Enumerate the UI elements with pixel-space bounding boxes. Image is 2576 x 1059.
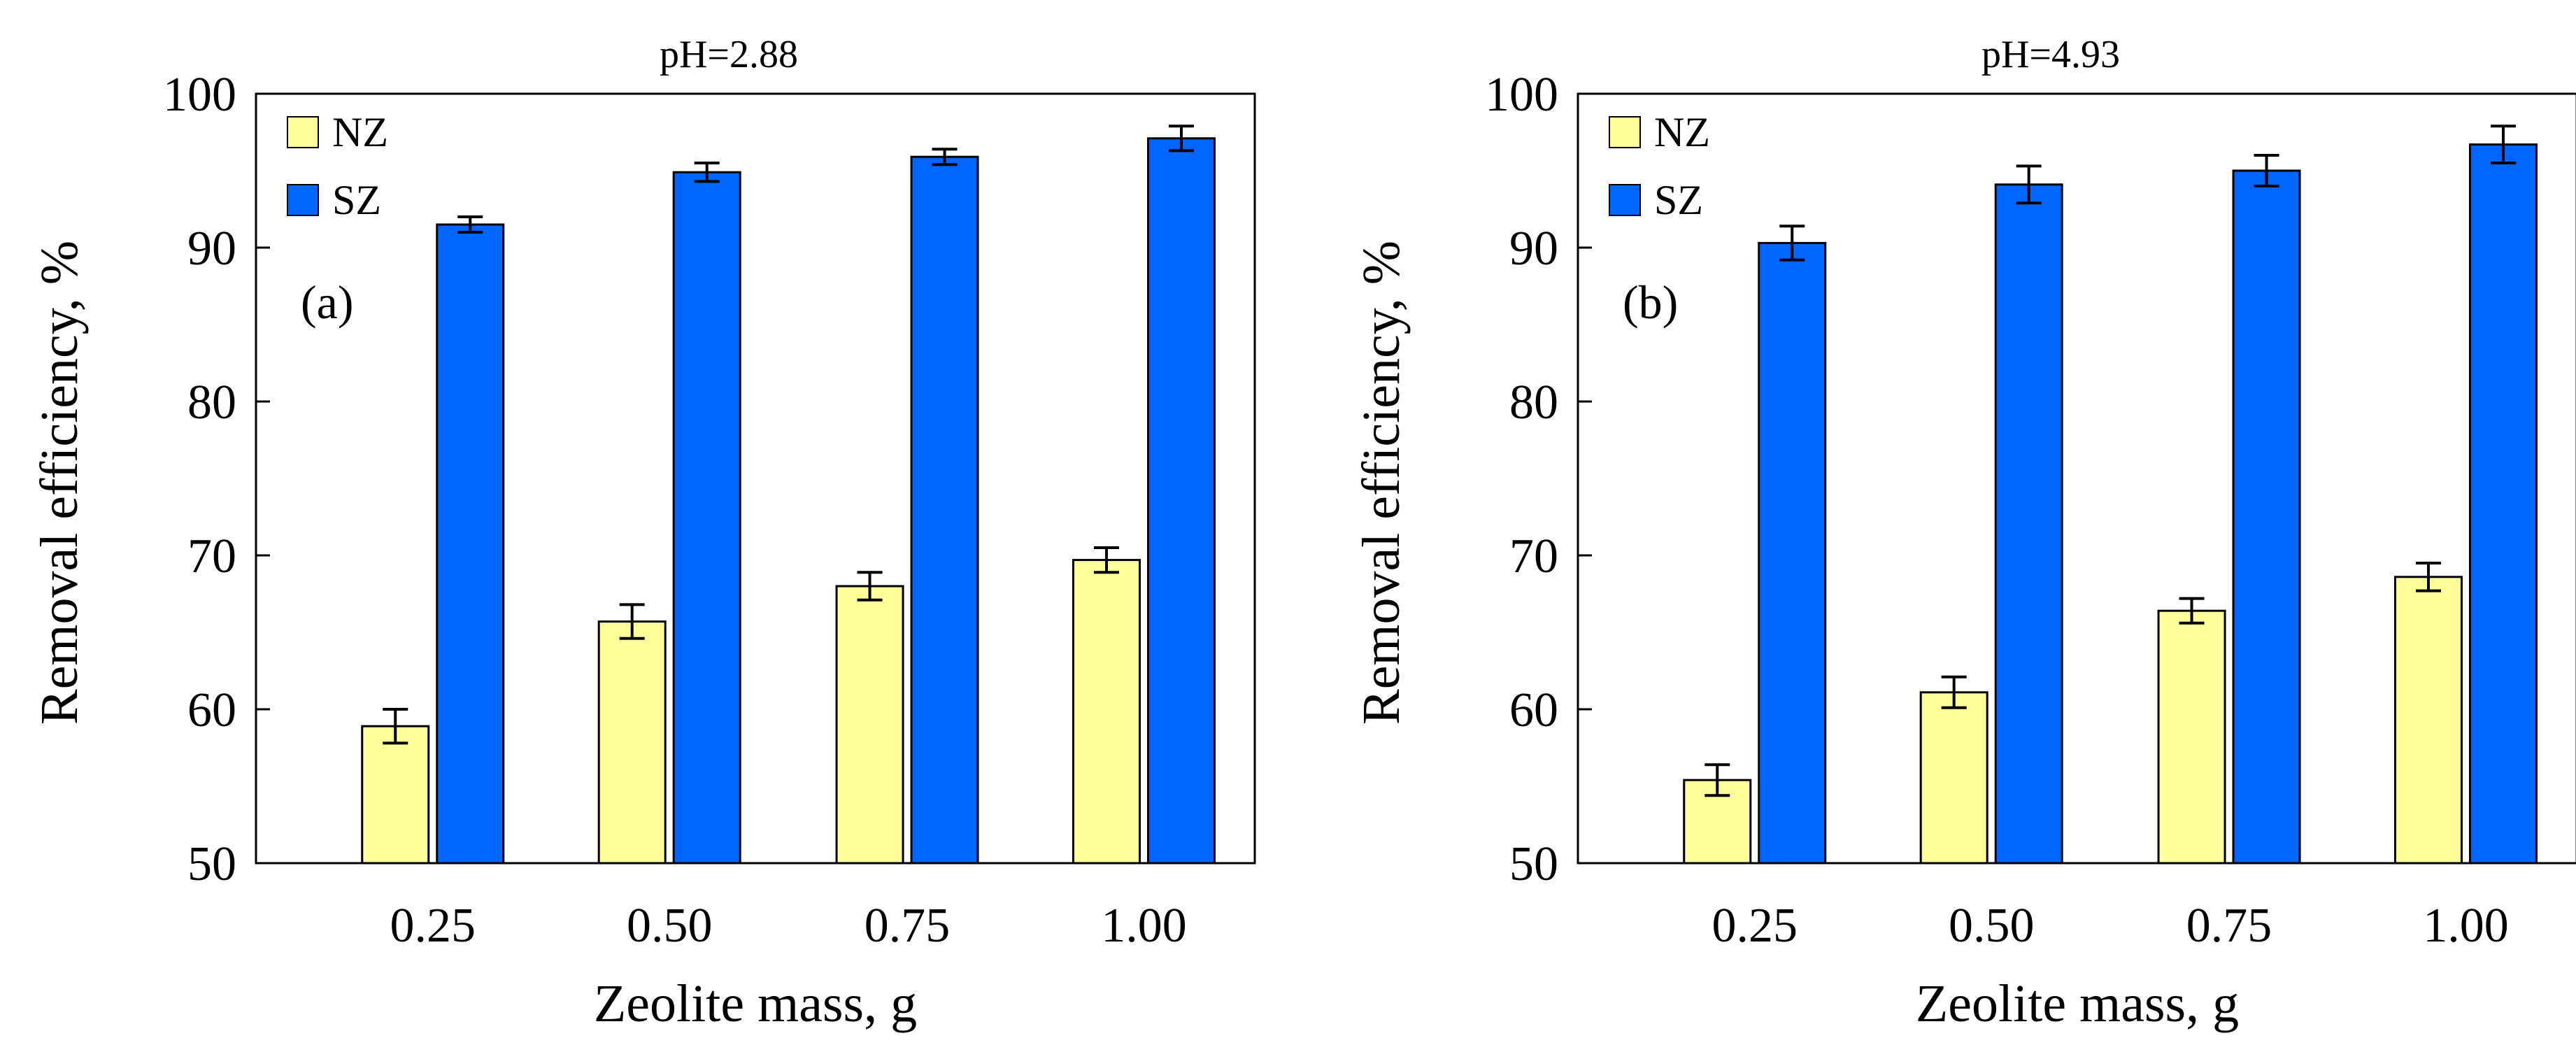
bar-nz-0.75 (835, 585, 904, 865)
bar-nz-0.25 (361, 725, 430, 865)
bar-nz-0.75 (2157, 609, 2226, 865)
panel-label: (a) (301, 276, 353, 329)
chart-panel-a: pH=2.88 50 60 70 80 90 100 0.25 0.50 0.75 1.00 (… (30, 33, 1256, 1033)
y-tick-label: 100 (163, 68, 236, 122)
y-tick-label: 90 (1509, 222, 1558, 276)
x-tick-label: 0.25 (390, 899, 476, 953)
y-tick-label: 80 (187, 376, 236, 429)
x-axis-label: Zeolite mass, g (594, 974, 917, 1033)
x-axis-label: Zeolite mass, g (1916, 974, 2239, 1033)
y-axis-label: Removal efficiency, % (30, 241, 89, 725)
legend-swatch-sz (287, 184, 319, 216)
bar-sz-0.50 (1994, 183, 2063, 865)
plot-frame (1577, 92, 2576, 865)
x-axis-ticks: 0.25 0.50 0.75 1.00 (390, 899, 1187, 953)
y-tick-label: 50 (1509, 837, 1558, 891)
y-tick-label: 80 (1509, 376, 1558, 429)
bars (1683, 125, 2538, 865)
chart-title: pH=4.93 (1981, 33, 2120, 76)
legend-swatch-nz (287, 116, 319, 148)
legend-swatch-nz (1609, 116, 1641, 148)
legend-label-nz: NZ (1654, 109, 1710, 155)
legend-swatch-sz (1609, 184, 1641, 216)
bar-sz-0.50 (672, 171, 741, 865)
plot-frame (255, 92, 1256, 865)
bar-sz-1.00 (1146, 137, 1216, 865)
y-tick-label: 60 (187, 683, 236, 737)
bar-nz-0.50 (597, 620, 667, 865)
bar-sz-0.25 (1758, 241, 1827, 865)
legend-label-nz: NZ (332, 109, 388, 155)
panel-label: (b) (1623, 276, 1678, 329)
x-tick-label: 0.75 (864, 899, 951, 953)
bars (361, 125, 1216, 865)
bar-sz-1.00 (2468, 143, 2538, 865)
x-tick-label: 0.75 (2186, 899, 2272, 953)
y-tick-label: 100 (1485, 68, 1558, 122)
legend-label-sz: SZ (332, 177, 381, 223)
bar-nz-0.50 (1919, 691, 1988, 865)
x-tick-label: 1.00 (2423, 899, 2509, 953)
bar-nz-1.00 (1072, 559, 1141, 865)
legend-label-sz: SZ (1654, 177, 1703, 223)
x-tick-label: 0.25 (1712, 899, 1798, 953)
y-tick-label: 50 (187, 837, 236, 891)
x-tick-label: 0.50 (1949, 899, 2035, 953)
x-axis-ticks: 0.25 0.50 0.75 1.00 (1712, 899, 2509, 953)
x-tick-label: 0.50 (627, 899, 713, 953)
chart-panel-b: pH=4.93 50 60 70 80 90 100 0.25 0.50 0.75 1.00 (… (1352, 33, 2576, 1033)
y-tick-label: 70 (187, 530, 236, 583)
y-tick-label: 70 (1509, 530, 1558, 583)
y-tick-label: 60 (1509, 683, 1558, 737)
y-axis-ticks: 50 60 70 80 90 100 (163, 68, 270, 891)
legend: NZ SZ (287, 109, 388, 223)
chart-title: pH=2.88 (660, 33, 798, 76)
bar-sz-0.25 (436, 223, 505, 865)
bar-sz-0.75 (2232, 169, 2301, 865)
bar-nz-1.00 (2393, 576, 2463, 865)
y-tick-label: 90 (187, 222, 236, 276)
bar-sz-0.75 (910, 155, 979, 865)
legend: NZ SZ (1609, 109, 1710, 223)
x-tick-label: 1.00 (1101, 899, 1187, 953)
y-axis-ticks: 50 60 70 80 90 100 (1485, 68, 1592, 891)
y-axis-label: Removal efficiency, % (1352, 241, 1411, 725)
